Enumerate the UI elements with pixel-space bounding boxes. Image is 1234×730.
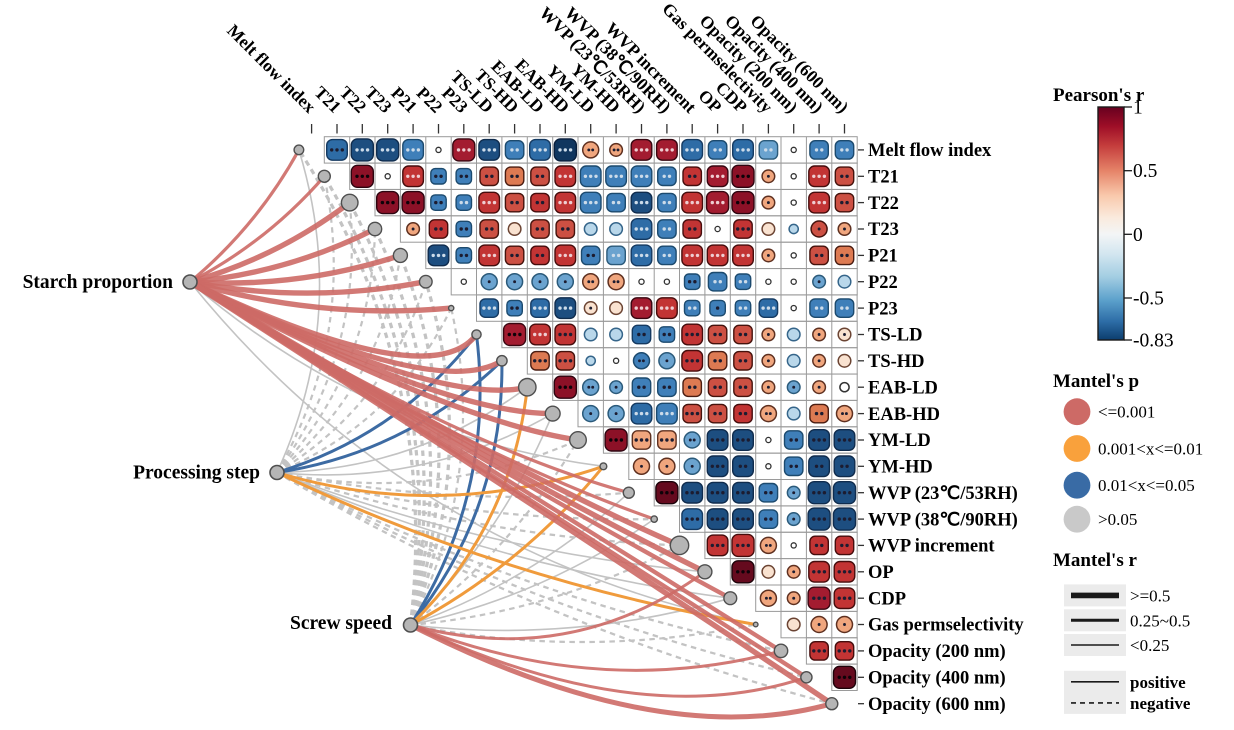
svg-text:<=0.001: <=0.001: [1098, 403, 1155, 422]
svg-text:OP: OP: [868, 563, 894, 583]
svg-text:Screw speed: Screw speed: [290, 613, 392, 634]
svg-text:Starch proportion: Starch proportion: [23, 272, 174, 293]
svg-text:EAB-LD: EAB-LD: [868, 378, 938, 398]
svg-text:0: 0: [1133, 225, 1143, 246]
svg-text:Pearson's r: Pearson's r: [1053, 85, 1145, 106]
svg-text:P23: P23: [868, 299, 898, 319]
svg-text:Processing step: Processing step: [133, 463, 260, 484]
svg-text:YM-HD: YM-HD: [868, 458, 933, 478]
svg-text:Gas permselectivity: Gas permselectivity: [868, 616, 1024, 636]
svg-text:0.01<x<=0.05: 0.01<x<=0.05: [1098, 476, 1195, 495]
svg-text:0.5: 0.5: [1133, 161, 1157, 182]
svg-text:Opacity (400 nm): Opacity (400 nm): [868, 669, 1006, 689]
svg-text:P22: P22: [868, 273, 898, 293]
svg-text:-0.83: -0.83: [1133, 331, 1174, 352]
svg-text:YM-LD: YM-LD: [868, 431, 931, 451]
svg-text:positive: positive: [1130, 673, 1186, 692]
svg-text:Melt flow index: Melt flow index: [868, 141, 992, 161]
svg-text:WVP increment: WVP increment: [868, 537, 995, 557]
svg-text:0.25~0.5: 0.25~0.5: [1130, 611, 1190, 630]
svg-text:P21: P21: [868, 247, 898, 267]
svg-text:<0.25: <0.25: [1130, 636, 1169, 655]
svg-text:>=0.5: >=0.5: [1130, 586, 1170, 605]
svg-text:negative: negative: [1130, 694, 1191, 713]
svg-text:TS-HD: TS-HD: [868, 352, 925, 372]
svg-text:TS-LD: TS-LD: [868, 326, 923, 346]
svg-text:0.001<x<=0.01: 0.001<x<=0.01: [1098, 440, 1203, 459]
svg-text:WVP (23℃/53RH): WVP (23℃/53RH): [868, 484, 1018, 504]
svg-text:EAB-HD: EAB-HD: [868, 405, 940, 425]
svg-text:>0.05: >0.05: [1098, 510, 1137, 529]
svg-text:T23: T23: [868, 220, 899, 240]
svg-text:Opacity (200 nm): Opacity (200 nm): [868, 642, 1006, 662]
svg-text:-0.5: -0.5: [1133, 289, 1164, 310]
svg-text:CDP: CDP: [868, 589, 906, 609]
svg-text:T22: T22: [868, 194, 899, 214]
svg-text:Mantel's r: Mantel's r: [1053, 550, 1137, 571]
svg-text:Opacity (600 nm): Opacity (600 nm): [868, 695, 1006, 715]
svg-text:WVP (38℃/90RH): WVP (38℃/90RH): [868, 510, 1018, 530]
svg-text:1: 1: [1133, 98, 1143, 119]
svg-text:Mantel's p: Mantel's p: [1053, 371, 1139, 392]
svg-text:T21: T21: [868, 168, 899, 188]
